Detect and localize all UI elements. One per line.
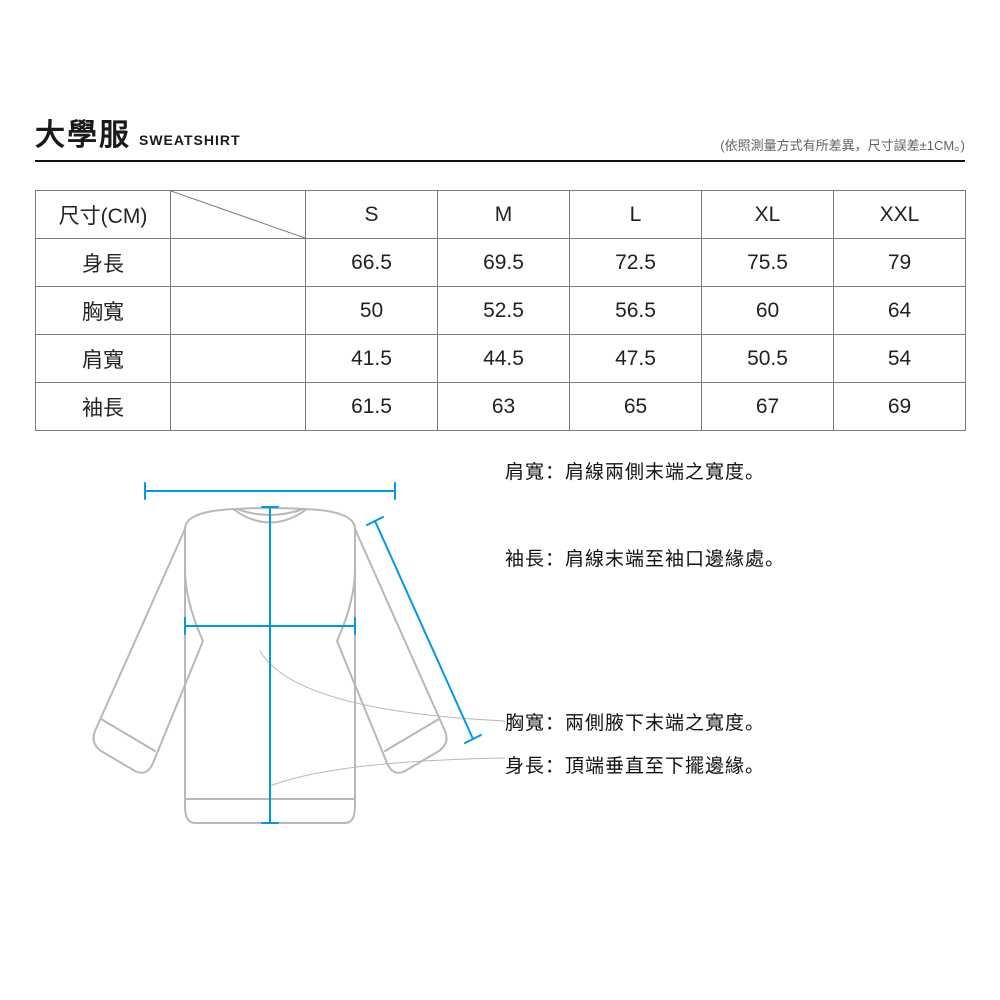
cell: 65	[570, 383, 702, 431]
label-sleeve: 袖長：肩線末端至袖口邊緣處。	[505, 546, 965, 575]
col-m: M	[438, 191, 570, 239]
diagram-labels: 肩寬：肩線兩側末端之寬度。 袖長：肩線末端至袖口邊緣處。 胸寬：兩側腋下末端之寬…	[505, 451, 965, 781]
cell: 54	[834, 335, 966, 383]
cell: 79	[834, 239, 966, 287]
cell: 63	[438, 383, 570, 431]
title-sub: SWEATSHIRT	[139, 132, 241, 148]
table-row: 肩寬 41.5 44.5 47.5 50.5 54	[36, 335, 966, 383]
table-header-row: 尺寸(CM) S M L XL XXL	[36, 191, 966, 239]
empty-cell	[171, 383, 306, 431]
diagram-area: 肩寬：肩線兩側末端之寬度。 袖長：肩線末端至袖口邊緣處。 胸寬：兩側腋下末端之寬…	[35, 451, 965, 881]
diagonal-cell	[171, 191, 306, 239]
row-label: 肩寬	[36, 335, 171, 383]
sweatshirt-diagram-icon	[35, 451, 505, 881]
cell: 50.5	[702, 335, 834, 383]
empty-cell	[171, 287, 306, 335]
cell: 61.5	[306, 383, 438, 431]
table-row: 胸寬 50 52.5 56.5 60 64	[36, 287, 966, 335]
cell: 75.5	[702, 239, 834, 287]
label-shoulder: 肩寬：肩線兩側末端之寬度。	[505, 459, 965, 488]
col-l: L	[570, 191, 702, 239]
cell: 67	[702, 383, 834, 431]
label-chest: 胸寬：兩側腋下末端之寬度。	[505, 710, 965, 739]
page-header: 大學服 SWEATSHIRT (依照測量方式有所差異，尺寸誤差±1CM。)	[35, 110, 965, 162]
col-xl: XL	[702, 191, 834, 239]
row-label: 袖長	[36, 383, 171, 431]
cell: 41.5	[306, 335, 438, 383]
cell: 64	[834, 287, 966, 335]
cell: 56.5	[570, 287, 702, 335]
cell: 69.5	[438, 239, 570, 287]
cell: 47.5	[570, 335, 702, 383]
cell: 52.5	[438, 287, 570, 335]
cell: 66.5	[306, 239, 438, 287]
col-s: S	[306, 191, 438, 239]
cell: 72.5	[570, 239, 702, 287]
label-length: 身長：頂端垂直至下擺邊緣。	[505, 753, 965, 782]
size-table: 尺寸(CM) S M L XL XXL 身長 66.5 69.5 72.5	[35, 190, 966, 431]
row-label: 身長	[36, 239, 171, 287]
title-main: 大學服	[35, 110, 131, 154]
row-label: 胸寬	[36, 287, 171, 335]
col-size-label: 尺寸(CM)	[36, 191, 171, 239]
cell: 50	[306, 287, 438, 335]
col-xxl: XXL	[834, 191, 966, 239]
empty-cell	[171, 239, 306, 287]
empty-cell	[171, 335, 306, 383]
table-row: 身長 66.5 69.5 72.5 75.5 79	[36, 239, 966, 287]
measurement-note: (依照測量方式有所差異，尺寸誤差±1CM。)	[720, 135, 965, 154]
cell: 44.5	[438, 335, 570, 383]
table-row: 袖長 61.5 63 65 67 69	[36, 383, 966, 431]
cell: 69	[834, 383, 966, 431]
cell: 60	[702, 287, 834, 335]
